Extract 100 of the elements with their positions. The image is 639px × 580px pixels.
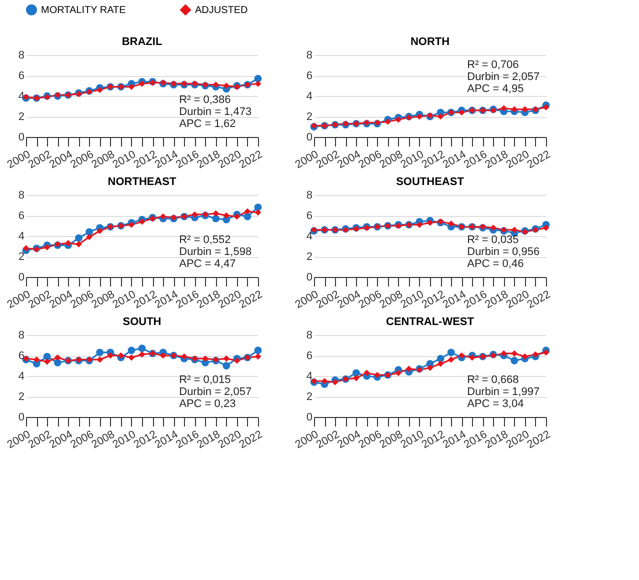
annotation: R² = 0,552 [179,234,231,246]
point [181,353,188,360]
point [254,353,262,360]
point [542,224,550,231]
y-tick-label: 8 [306,50,312,62]
y-tick-label: 4 [306,90,312,102]
point [138,80,146,87]
y-tick-label: 4 [306,230,312,242]
point [96,356,103,363]
point [244,212,252,220]
point [511,350,518,357]
point [234,213,240,220]
point [202,355,208,362]
point [542,104,550,110]
point [395,370,402,376]
y-tick-label: 2 [306,111,312,123]
point [321,378,328,384]
point [96,228,103,234]
point [500,350,507,357]
point [469,354,476,361]
point [511,226,518,234]
point [128,346,136,354]
point [332,378,338,386]
point [128,84,135,90]
point [223,212,230,219]
y-tick-label: 6 [18,70,24,82]
point [128,222,135,228]
annotation: Durbin = 1,598 [179,246,252,258]
point [33,356,40,363]
point [254,204,262,211]
point [406,366,412,372]
legend-label: MORTALITY RATE [41,4,126,16]
point [192,211,198,218]
chart-title: NORTHEAST [108,176,176,188]
point [76,241,82,248]
point [118,352,124,359]
y-tick-label: 8 [18,50,24,62]
chart-title: NORTH [410,36,450,48]
annotation: APC = 0,23 [179,398,236,410]
chart-title: SOUTHEAST [396,176,464,188]
point [128,354,135,361]
y-tick-label: 6 [306,210,312,222]
legend-label: ADJUSTED [195,4,248,16]
point [416,222,423,228]
point [490,224,496,231]
annotation: R² = 0,015 [179,374,231,386]
y-tick-label: 8 [306,330,312,342]
annotation: Durbin = 2,057 [467,70,540,83]
y-tick-label: 2 [306,391,312,403]
point [244,208,251,215]
point [254,346,262,354]
annotation: Durbin = 1,997 [467,386,540,398]
point [374,372,380,378]
point [511,106,518,112]
point [75,234,82,242]
annotation: APC = 4,47 [179,258,236,270]
y-tick-label: 2 [306,251,312,263]
point [522,353,528,360]
y-tick-label: 4 [306,370,312,382]
point [448,356,454,363]
point [364,370,370,376]
annotation: APC = 0,46 [467,258,524,270]
y-tick-label: 0 [18,132,24,144]
point [160,213,166,220]
point [86,228,93,236]
point [353,374,360,382]
annotation: APC = 4,95 [467,82,524,95]
point [223,82,230,89]
annotation: R² = 0,035 [467,234,519,246]
y-tick-label: 8 [18,330,24,342]
annotation: Durbin = 0,956 [467,246,540,258]
y-tick-label: 0 [18,272,24,284]
point [65,240,72,246]
point [510,356,518,364]
annotation: Durbin = 1,473 [179,106,252,118]
point [458,352,465,359]
annotation: APC = 3,04 [467,398,524,410]
y-tick-label: 8 [306,190,312,202]
y-tick-label: 6 [18,210,24,222]
point [254,80,262,87]
y-tick-label: 0 [306,132,312,144]
point [54,354,61,361]
point [43,352,51,360]
point [138,218,146,225]
point [352,369,360,377]
y-tick-label: 4 [18,230,24,242]
point [395,116,402,123]
point [436,354,444,362]
chart-title: CENTRAL-WEST [386,316,474,328]
point [254,74,262,82]
point [96,86,103,94]
point [86,234,92,240]
annotation: APC = 1,62 [179,118,236,130]
y-tick-label: 0 [306,412,312,424]
annotation: Durbin = 2,057 [179,386,252,398]
y-tick-label: 2 [18,251,24,263]
point [437,113,444,120]
point [138,351,146,358]
point [532,351,539,358]
point [96,348,104,356]
